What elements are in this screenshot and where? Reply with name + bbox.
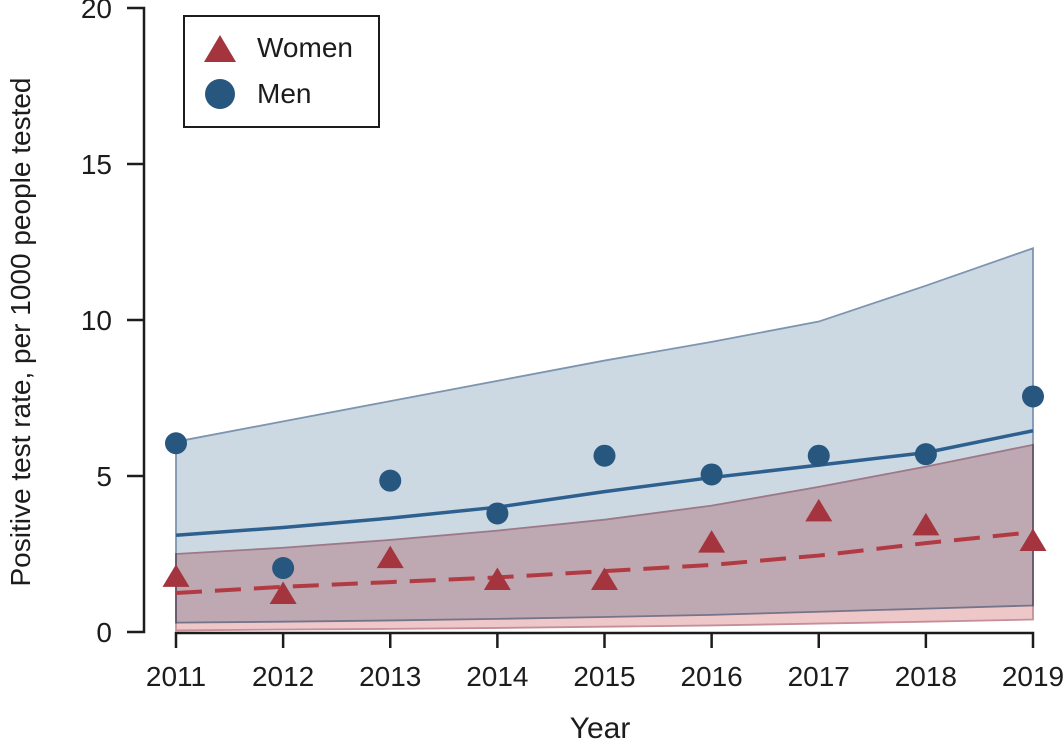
- men-point-2011: [165, 432, 187, 455]
- x-axis-title: Year: [569, 712, 631, 745]
- x-axis: [174, 631, 1035, 648]
- women-point-2016: [698, 530, 726, 553]
- x-tick-label-2019: 2019: [1002, 661, 1064, 692]
- men-point-2018: [914, 443, 937, 466]
- legend-label-men: Men: [257, 78, 312, 109]
- x-tick-label-2018: 2018: [895, 661, 957, 692]
- x-tick-label-2012: 2012: [252, 661, 314, 692]
- women-point-2018: [912, 512, 940, 536]
- y-tick-label-10: 10: [81, 305, 112, 336]
- men-point-2019: [1022, 385, 1044, 408]
- x-tick-label-2015: 2015: [573, 661, 635, 692]
- legend: Women Men: [183, 15, 380, 128]
- men-point-2017: [807, 444, 830, 467]
- circle-marker-icon: [205, 79, 235, 109]
- women-point-2014: [483, 567, 511, 591]
- women-point-2015: [591, 567, 618, 591]
- women-point-2017: [805, 498, 833, 522]
- y-tick-label-15: 15: [81, 149, 112, 180]
- legend-marker-box: [203, 34, 237, 62]
- legend-marker-box: [203, 79, 237, 109]
- x-tick-label-2014: 2014: [466, 661, 528, 692]
- y-axis-title: Positive test rate, per 1000 people test…: [5, 77, 36, 587]
- triangle-marker-icon: [204, 34, 236, 62]
- y-tick-label-5: 5: [96, 461, 112, 492]
- women-point-2013: [376, 545, 404, 569]
- y-tick-label-20: 20: [81, 0, 112, 24]
- x-tick-label-2013: 2013: [359, 661, 421, 692]
- women-point-2012: [269, 581, 297, 605]
- men-point-2012: [272, 557, 295, 580]
- men-point-2015: [593, 444, 616, 467]
- women-point-2011: [162, 564, 190, 587]
- x-tick-label-2017: 2017: [788, 661, 850, 692]
- y-axis: [127, 6, 146, 634]
- x-tick-label-2016: 2016: [680, 661, 742, 692]
- men-point-2016: [700, 463, 723, 486]
- y-tick-label-0: 0: [96, 617, 112, 648]
- legend-item-men: Men: [203, 79, 378, 109]
- x-tick-label-2011: 2011: [146, 661, 206, 692]
- men-trend-line: [175, 429, 1034, 538]
- men-point-2013: [379, 469, 402, 492]
- legend-label-women: Women: [257, 32, 353, 63]
- women-point-2019: [1019, 528, 1047, 552]
- men-point-2014: [486, 502, 509, 525]
- legend-item-women: Women: [203, 34, 378, 62]
